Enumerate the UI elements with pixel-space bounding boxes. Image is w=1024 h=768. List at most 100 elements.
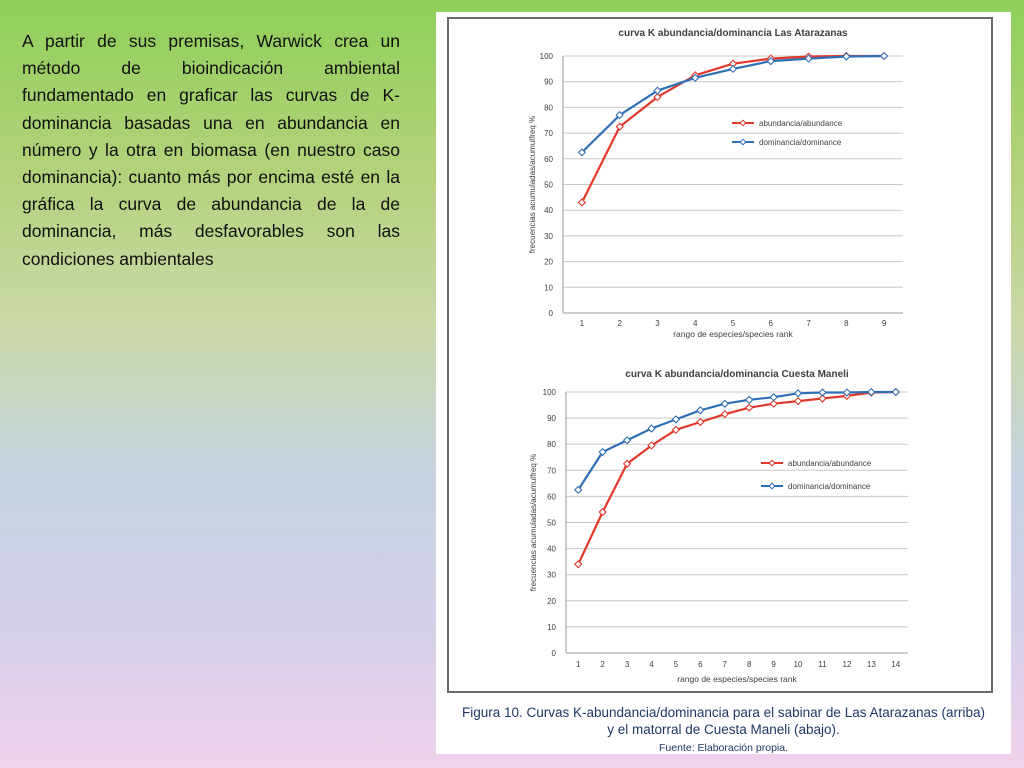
- y-tick-label: 90: [544, 78, 553, 87]
- data-point: [745, 403, 754, 412]
- series-line-abundance: [577, 390, 896, 565]
- caption-source: Fuente: Elaboración propia.: [659, 742, 788, 754]
- y-tick-label: 20: [547, 597, 556, 606]
- x-tick-label: 2: [617, 319, 622, 328]
- y-tick-label: 10: [547, 623, 556, 632]
- x-tick-label: 13: [867, 660, 876, 669]
- data-point: [769, 393, 778, 402]
- x-tick-label: 1: [576, 660, 581, 669]
- y-tick-label: 100: [540, 52, 554, 61]
- legend-label: abundancia/abundance: [788, 459, 872, 468]
- data-point: [647, 441, 656, 450]
- data-point: [622, 459, 632, 468]
- x-axis-label: rango de especies/species rank: [677, 674, 797, 684]
- x-tick-label: 8: [844, 319, 849, 328]
- legend-label: dominancia/dominance: [759, 138, 842, 147]
- data-point: [577, 148, 587, 157]
- y-tick-label: 50: [547, 519, 556, 528]
- data-point: [696, 417, 705, 427]
- data-point: [598, 447, 607, 457]
- slide-body-text: A partir de sus premisas, Warwick crea u…: [22, 31, 400, 269]
- charts-svg: curva K abundancia/dominancia Las Ataraz…: [528, 28, 908, 684]
- x-tick-label: 1: [580, 319, 585, 328]
- x-tick-label: 9: [771, 660, 776, 669]
- legend-marker: [768, 482, 776, 490]
- data-point: [574, 485, 583, 495]
- y-tick-label: 20: [544, 258, 553, 267]
- data-point: [615, 110, 624, 120]
- data-point: [818, 394, 827, 403]
- legend-marker: [739, 119, 747, 127]
- x-tick-label: 6: [769, 319, 774, 328]
- y-tick-label: 10: [544, 283, 553, 292]
- x-tick-label: 3: [625, 660, 630, 669]
- x-axis-label: rango de especies/species rank: [673, 329, 793, 339]
- y-tick-label: 70: [547, 466, 556, 475]
- y-tick-label: 60: [544, 155, 553, 164]
- data-point: [766, 56, 775, 66]
- data-point: [842, 52, 851, 61]
- data-point: [647, 424, 656, 433]
- data-point: [671, 415, 681, 424]
- series-line-abundance: [580, 54, 885, 203]
- y-tick-label: 40: [544, 206, 553, 215]
- data-point: [793, 389, 803, 398]
- x-tick-label: 2: [600, 660, 605, 669]
- y-tick-label: 30: [547, 571, 556, 580]
- y-tick-label: 50: [544, 181, 553, 190]
- caption-line-2: y el matorral de Cuesta Maneli (abajo).: [607, 722, 840, 737]
- data-point: [720, 399, 729, 408]
- figure-caption: Figura 10. Curvas K-abundancia/dominanci…: [436, 704, 1011, 757]
- y-axis-label: frecuencias acumuladas/acumulfreq %: [528, 116, 537, 253]
- y-tick-label: 30: [544, 232, 553, 241]
- x-tick-label: 3: [655, 319, 660, 328]
- legend-marker: [768, 459, 776, 467]
- data-point: [842, 388, 852, 397]
- y-tick-label: 60: [547, 492, 556, 501]
- data-point: [615, 122, 624, 131]
- data-point: [696, 406, 705, 415]
- y-tick-label: 80: [547, 440, 556, 449]
- data-point: [745, 395, 754, 405]
- data-point: [622, 436, 632, 445]
- x-tick-label: 5: [731, 319, 736, 328]
- y-tick-label: 100: [543, 388, 557, 397]
- y-tick-label: 80: [544, 103, 553, 112]
- legend-marker: [739, 138, 747, 146]
- x-tick-label: 7: [806, 319, 811, 328]
- data-point: [728, 64, 738, 74]
- x-tick-label: 6: [698, 660, 703, 669]
- caption-line-1: Figura 10. Curvas K-abundancia/dominanci…: [461, 705, 986, 720]
- data-point: [653, 92, 662, 102]
- y-axis-label: frecuencias acumuladas/acumulfreq %: [529, 454, 538, 591]
- legend-label: dominancia/dominance: [788, 482, 871, 491]
- x-tick-label: 10: [794, 660, 803, 669]
- chart-1: curva K abundancia/dominancia Las Ataraz…: [528, 28, 903, 339]
- data-point: [867, 387, 876, 397]
- x-tick-label: 8: [747, 660, 752, 669]
- chart-title: curva K abundancia/dominancia Las Ataraz…: [618, 28, 848, 39]
- data-point: [691, 73, 700, 83]
- y-tick-label: 0: [552, 649, 557, 658]
- figure-panel: curva K abundancia/dominancia Las Ataraz…: [436, 12, 1011, 754]
- data-point: [879, 51, 889, 61]
- x-tick-label: 5: [674, 660, 679, 669]
- x-tick-label: 9: [882, 319, 887, 328]
- data-point: [720, 410, 729, 419]
- x-tick-label: 12: [842, 660, 851, 669]
- x-tick-label: 11: [818, 660, 827, 669]
- y-tick-label: 90: [547, 414, 556, 423]
- data-point: [804, 54, 813, 63]
- data-point: [891, 387, 900, 397]
- data-point: [769, 399, 778, 408]
- figure-frame: [447, 17, 993, 693]
- chart-2: curva K abundancia/dominancia Cuesta Man…: [529, 369, 908, 684]
- data-point: [818, 388, 827, 397]
- y-tick-label: 40: [547, 545, 556, 554]
- data-point: [598, 507, 607, 517]
- x-tick-label: 4: [693, 319, 698, 328]
- data-point: [671, 425, 681, 435]
- data-point: [653, 86, 662, 95]
- legend-label: abundancia/abundance: [759, 119, 843, 128]
- data-point: [574, 560, 583, 569]
